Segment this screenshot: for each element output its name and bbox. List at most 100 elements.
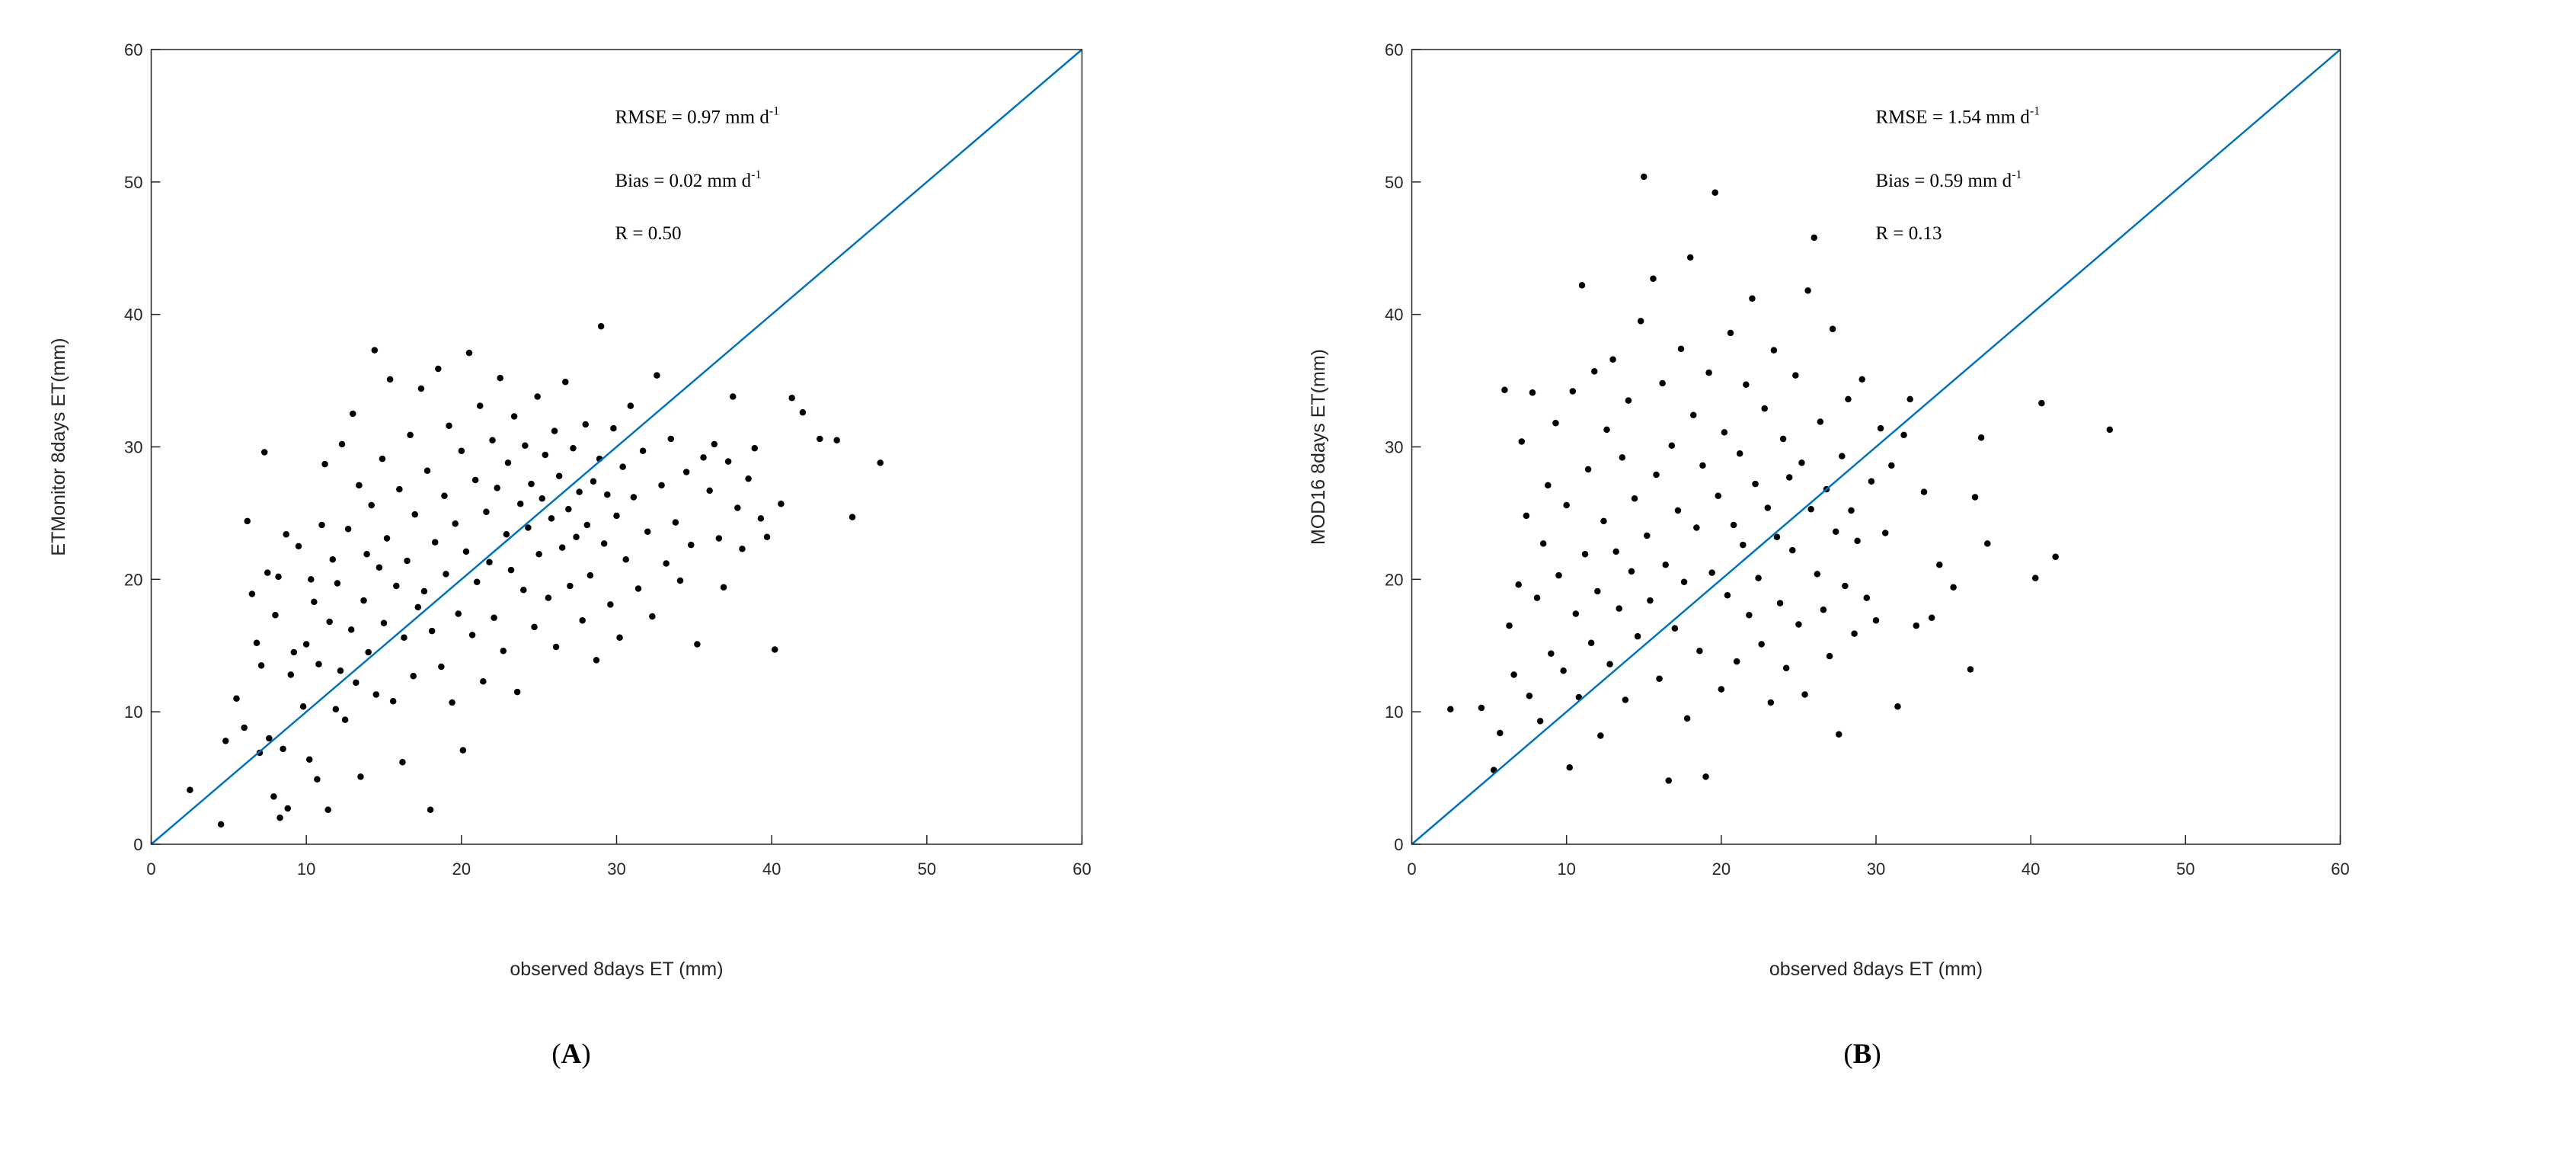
data-point-b-69	[1715, 492, 1721, 500]
data-point-a-117	[558, 544, 566, 551]
x-tick-label-a-10: 10	[297, 859, 315, 879]
bias-unit-sup-b: -1	[2012, 168, 2021, 181]
data-point-a-71	[428, 627, 436, 635]
data-point-a-22	[295, 543, 302, 550]
data-point-b-131	[1971, 494, 1979, 501]
y-tick-label-b-20: 20	[1385, 570, 1403, 589]
data-point-a-160	[724, 458, 732, 465]
data-point-b-52	[1662, 561, 1669, 568]
data-point-a-146	[654, 372, 660, 379]
data-point-b-0	[1447, 706, 1454, 712]
x-tick-label-a-30: 30	[607, 859, 625, 879]
data-point-a-123	[576, 488, 583, 495]
data-point-a-96	[500, 647, 507, 655]
data-point-a-73	[435, 365, 442, 373]
data-point-a-30	[318, 521, 325, 529]
data-point-a-4	[241, 724, 248, 731]
x-tick-label-b-0: 0	[1407, 859, 1416, 879]
data-point-b-57	[1677, 345, 1685, 353]
panel-b: 0 10 20 30 40 50 60 0 10 20 30 40 50 60 RMSE = 1.54 m…	[1308, 40, 2350, 1070]
panel-label-b: (B)	[1843, 1039, 1881, 1070]
data-point-b-113	[1851, 630, 1858, 637]
data-point-b-34	[1606, 661, 1613, 667]
data-point-a-113	[548, 515, 555, 522]
data-point-b-76	[1736, 450, 1743, 457]
data-point-a-70	[427, 806, 434, 814]
data-point-a-26	[308, 576, 315, 583]
data-point-a-2	[222, 738, 229, 744]
data-point-a-91	[486, 559, 493, 565]
data-point-b-7	[1515, 581, 1522, 588]
data-point-b-99	[1807, 505, 1814, 513]
data-point-a-58	[393, 582, 400, 590]
data-point-a-87	[473, 578, 481, 586]
data-point-a-36	[334, 580, 341, 587]
data-point-a-85	[468, 632, 476, 639]
data-point-b-95	[1795, 621, 1802, 628]
y-tick-label-b-50: 50	[1385, 173, 1403, 192]
data-point-a-158	[715, 535, 723, 542]
data-point-a-154	[694, 641, 701, 648]
data-point-a-13	[270, 793, 277, 800]
y-tick-label-a-60: 60	[124, 40, 142, 59]
data-point-b-67	[1708, 569, 1715, 576]
data-point-a-126	[583, 521, 591, 529]
data-point-a-82	[459, 747, 467, 754]
data-point-a-153	[688, 541, 695, 549]
data-point-a-141	[630, 494, 638, 501]
data-point-a-175	[877, 459, 884, 466]
data-point-a-120	[567, 582, 574, 590]
data-point-b-32	[1600, 517, 1607, 525]
y-tick-label-a-0: 0	[133, 835, 142, 854]
data-point-a-112	[545, 594, 552, 601]
data-point-b-28	[1587, 639, 1595, 646]
data-point-a-101	[513, 688, 521, 696]
data-point-b-22	[1569, 388, 1577, 395]
data-point-a-57	[389, 698, 397, 705]
x-tick-label-a-40: 40	[762, 859, 781, 879]
data-point-a-83	[462, 548, 470, 555]
data-point-b-3	[1497, 729, 1504, 737]
data-point-b-77	[1740, 541, 1747, 549]
data-point-b-114	[1854, 537, 1861, 545]
data-point-a-10	[260, 449, 268, 456]
data-point-b-110	[1842, 582, 1849, 590]
data-point-a-56	[386, 376, 394, 383]
data-point-a-43	[353, 679, 360, 687]
data-point-a-17	[280, 745, 286, 753]
data-point-a-76	[443, 571, 449, 578]
data-point-b-59	[1683, 715, 1691, 722]
data-point-b-101	[1814, 571, 1821, 578]
data-point-b-17	[1552, 419, 1559, 427]
data-point-a-52	[376, 564, 383, 571]
data-point-b-54	[1668, 442, 1676, 449]
data-point-b-120	[1881, 530, 1889, 536]
data-point-b-70	[1718, 686, 1725, 693]
data-point-b-92	[1786, 474, 1793, 481]
data-point-b-41	[1628, 568, 1635, 575]
data-point-b-72	[1724, 591, 1731, 599]
bias-value-a: Bias = 0.02 mm d	[615, 171, 752, 191]
data-point-b-42	[1631, 495, 1638, 502]
data-point-a-173	[833, 437, 840, 444]
data-point-a-164	[745, 475, 752, 482]
data-point-a-53	[379, 455, 386, 463]
data-point-a-88	[477, 402, 484, 409]
data-point-a-42	[350, 410, 356, 418]
x-tick-label-b-60: 60	[2331, 859, 2349, 879]
bias-text-a: Bias = 0.02 mm d-1	[615, 168, 762, 191]
data-point-a-104	[522, 442, 529, 449]
data-point-b-79	[1746, 612, 1753, 619]
data-point-a-139	[622, 556, 629, 563]
data-point-b-116	[1863, 594, 1871, 601]
data-point-a-47	[363, 551, 370, 558]
data-point-a-67	[417, 385, 425, 392]
x-tick-label-b-40: 40	[2021, 859, 2040, 879]
data-point-b-23	[1572, 610, 1580, 617]
data-point-a-166	[757, 515, 765, 522]
data-point-a-90	[483, 508, 490, 515]
data-point-b-94	[1792, 372, 1799, 379]
rmse-text-a: RMSE = 0.97 mm d-1	[615, 105, 780, 128]
data-point-a-3	[233, 695, 240, 703]
data-point-b-46	[1644, 532, 1651, 539]
